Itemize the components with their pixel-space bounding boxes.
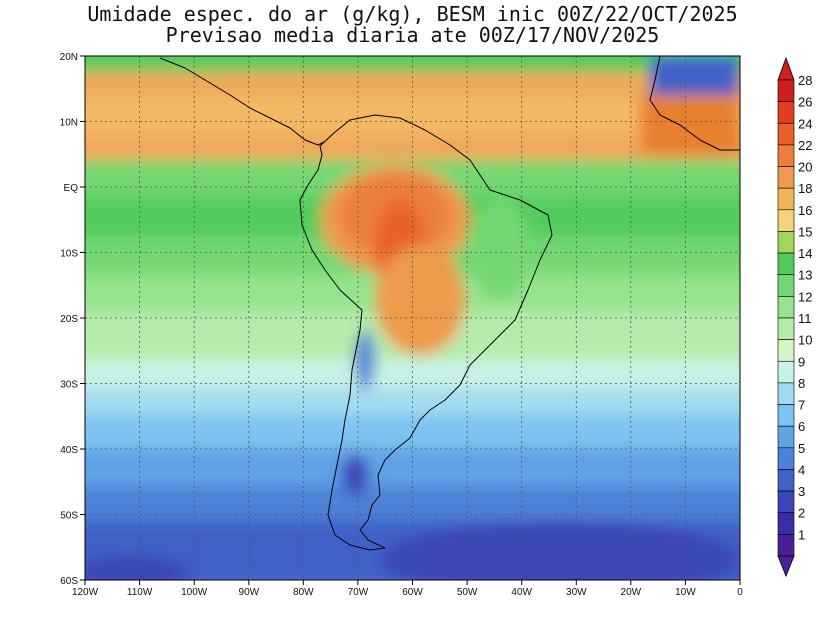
lon-tick-label: 40W <box>511 587 532 598</box>
colorbar-label: 6 <box>798 419 805 434</box>
colorbar-label: 16 <box>798 203 812 218</box>
lon-tick-label: 70W <box>348 587 369 598</box>
colorbar-segment <box>777 512 795 535</box>
lat-tick-label: 20N <box>60 52 78 63</box>
lon-tick-label: 50W <box>457 587 478 598</box>
lon-tick-label: 20W <box>621 587 642 598</box>
colorbar-segment <box>777 447 795 470</box>
colorbar-top-arrow <box>777 56 795 81</box>
colorbar-label: 15 <box>798 224 812 239</box>
axis-tick-marks <box>80 55 741 585</box>
chart-subtitle: Previsao media diaria ate 00Z/17/NOV/202… <box>165 23 660 47</box>
colorbar-label: 5 <box>798 441 805 456</box>
colorbar-label: 7 <box>798 398 805 413</box>
central-america-coast <box>159 57 325 146</box>
lon-tick-label: 110W <box>127 587 153 598</box>
lat-tick-labels: 20N 10N EQ 10S 20S 30S 40S 50S 60S <box>60 52 79 587</box>
africa-coast <box>649 56 740 151</box>
colorbar-label: 24 <box>798 116 812 131</box>
lon-tick-label: 60W <box>402 587 423 598</box>
coastlines <box>159 56 740 551</box>
lat-tick-label: 50S <box>60 511 78 522</box>
colorbar-label: 18 <box>798 181 812 196</box>
lat-tick-label: EQ <box>64 183 79 194</box>
lat-tick-label: 10N <box>60 118 78 129</box>
colorbar-label: 9 <box>798 354 805 369</box>
colorbar-segment <box>777 382 795 405</box>
lon-tick-label: 0 <box>737 587 743 598</box>
humidity-field <box>85 56 740 580</box>
colorbar-segment <box>777 469 795 492</box>
colorbar-label: 28 <box>798 73 812 88</box>
lon-tick-label: 100W <box>181 587 208 598</box>
lon-tick-label: 90W <box>239 587 260 598</box>
colorbar-segment <box>777 166 795 189</box>
colorbar-label: 2 <box>798 506 805 521</box>
colorbar-segment <box>777 187 795 211</box>
colorbar-segment <box>777 144 795 167</box>
colorbar-label: 13 <box>798 268 812 283</box>
colorbar-segment <box>777 534 795 557</box>
colorbar-segment <box>777 101 795 124</box>
south-america-coast <box>299 114 553 551</box>
colorbar-label: 26 <box>798 95 812 110</box>
colorbar-label: 20 <box>798 160 812 175</box>
colorbar-segment <box>777 79 795 102</box>
colorbar-label: 3 <box>798 484 805 499</box>
colorbar-label: 4 <box>798 462 805 477</box>
lon-tick-label: 30W <box>566 587 587 598</box>
lon-tick-labels: 120W 110W 100W 90W 80W 70W 60W 50W 40W 3… <box>72 587 743 598</box>
lon-tick-label: 10W <box>675 587 696 598</box>
colorbar-segment <box>777 231 795 254</box>
colorbar-segment <box>777 360 795 384</box>
chart-title: Umidade espec. do ar (g/kg), BESM inic 0… <box>87 2 738 26</box>
colorbar-segment <box>777 122 795 146</box>
colorbar-segment <box>777 274 795 297</box>
colorbar-label: 11 <box>798 311 812 326</box>
colorbar-label: 12 <box>798 289 812 304</box>
colorbar-segment <box>777 425 795 449</box>
colorbar-label: 10 <box>798 333 812 348</box>
lat-tick-label: 30S <box>60 380 78 391</box>
colorbar-segment <box>777 339 795 362</box>
colorbar-segment <box>777 252 795 276</box>
colorbar-bottom-arrow <box>777 555 795 578</box>
lat-tick-label: 10S <box>60 249 78 260</box>
colorbar-segment <box>777 296 795 319</box>
colorbar-label: 1 <box>798 527 805 542</box>
colorbar-segment <box>777 209 795 232</box>
colorbar-segment <box>777 404 795 427</box>
colorbar-label: 14 <box>798 246 812 261</box>
lat-tick-label: 40S <box>60 445 78 456</box>
colorbar-label: 8 <box>798 376 805 391</box>
lat-tick-label: 20S <box>60 314 78 325</box>
colorbar-segment <box>777 490 795 514</box>
colorbar: 28 26 24 22 20 18 16 15 14 13 12 11 10 9 8 7 6 5 4 3 2 1 <box>777 56 812 578</box>
lon-tick-label: 120W <box>72 587 99 598</box>
colorbar-segment <box>777 317 795 340</box>
graticule <box>85 56 740 580</box>
lon-tick-label: 80W <box>293 587 314 598</box>
colorbar-label: 22 <box>798 138 812 153</box>
lat-tick-label: 60S <box>60 576 78 587</box>
